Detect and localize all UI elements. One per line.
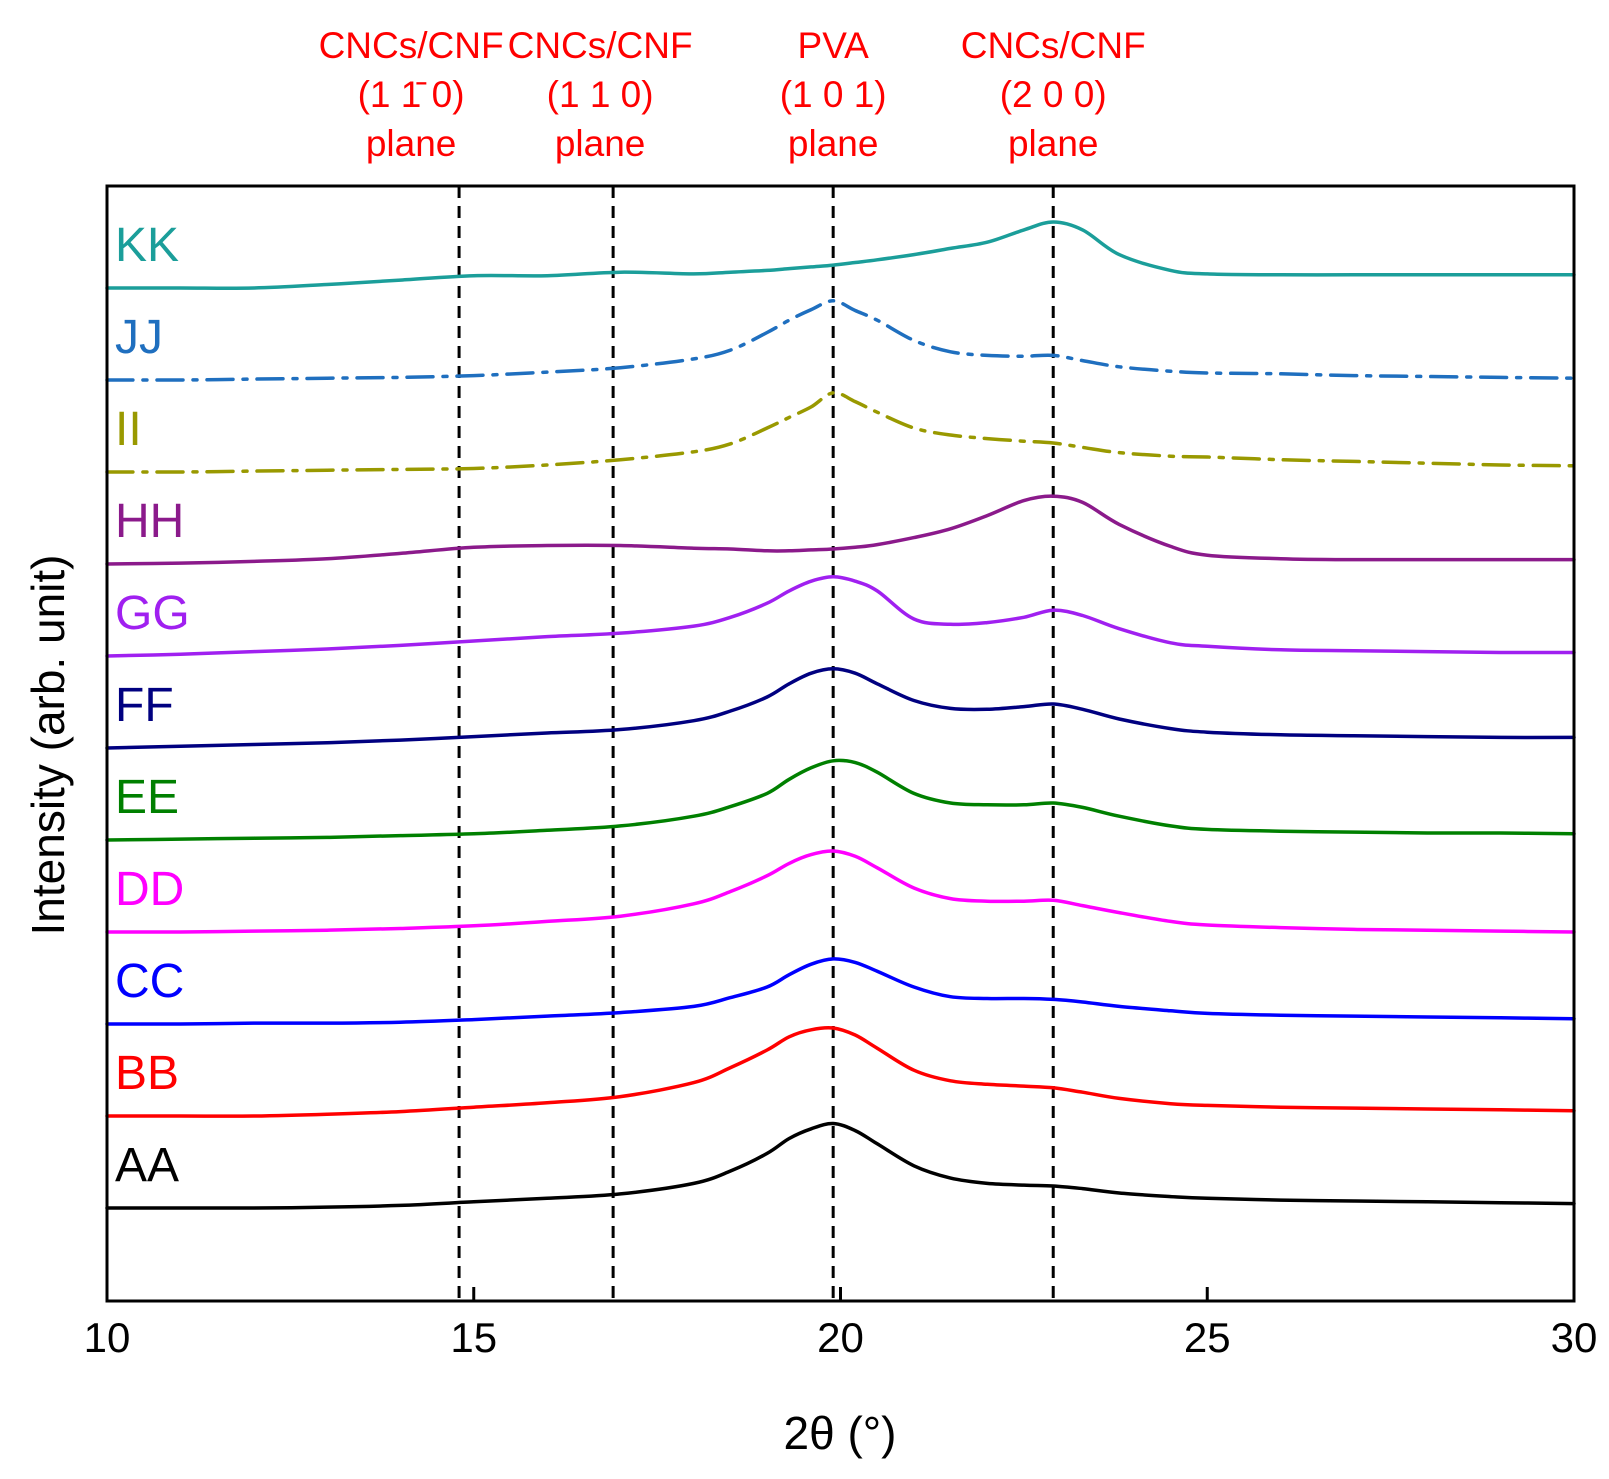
- plane-annotation-1-line-1: (1 1 0): [547, 74, 654, 115]
- series-label-jj: JJ: [115, 311, 163, 364]
- plane-annotation-3-line-0: CNCs/CNF: [961, 25, 1146, 66]
- x-tick-label-15: 15: [450, 1314, 497, 1361]
- series-line-dd: [105, 849, 1576, 934]
- plane-annotation-1-line-0: CNCs/CNF: [508, 25, 693, 66]
- series-line-kk: [105, 220, 1576, 291]
- plane-annotation-3-line-1: (2 0 0): [1000, 74, 1107, 115]
- series-line-ii: [105, 391, 1576, 474]
- series-line-aa: [105, 1121, 1576, 1210]
- plane-annotation-2-line-2: plane: [788, 123, 879, 164]
- series-label-dd: DD: [115, 863, 184, 916]
- plane-annotations: CNCs/CNF (1 1̄ 0) plane CNCs/CNF (1 1 0) plan…: [319, 25, 1146, 164]
- plane-annotation-1-line-2: plane: [555, 123, 646, 164]
- series-label-ff: FF: [115, 679, 174, 732]
- x-tick-label-10: 10: [84, 1314, 131, 1361]
- series-labels: AA BB CC DD EE FF GG HH II JJ KK: [115, 219, 190, 1192]
- series-label-ee: EE: [115, 771, 179, 824]
- x-axis-ticks: 10 15 20 25 30: [84, 1287, 1598, 1361]
- plane-annotation-3-line-2: plane: [1008, 123, 1099, 164]
- series-label-kk: KK: [115, 219, 179, 272]
- plane-annotation-0-line-1: (1 1̄ 0): [358, 74, 465, 115]
- x-tick-label-25: 25: [1184, 1314, 1231, 1361]
- x-tick-label-30: 30: [1551, 1314, 1598, 1361]
- series-line-ee: [105, 758, 1576, 842]
- series-line-hh: [105, 494, 1576, 566]
- series-label-hh: HH: [115, 495, 184, 548]
- series-label-aa: AA: [115, 1139, 179, 1192]
- series-line-jj: [105, 299, 1576, 382]
- plane-annotation-0-line-2: plane: [366, 123, 457, 164]
- series-label-gg: GG: [115, 587, 190, 640]
- plane-annotation-0-line-0: CNCs/CNF: [319, 25, 504, 66]
- series-label-cc: CC: [115, 955, 184, 1008]
- series-label-ii: II: [115, 403, 142, 456]
- series-label-bb: BB: [115, 1047, 179, 1100]
- y-axis-label: Intensity (arb. unit): [22, 555, 74, 936]
- series-line-gg: [105, 575, 1576, 658]
- x-tick-label-20: 20: [817, 1314, 864, 1361]
- series-line-ff: [105, 667, 1576, 750]
- series-layer: [105, 220, 1576, 1210]
- series-line-cc: [105, 957, 1576, 1026]
- series-line-bb: [105, 1025, 1576, 1118]
- x-axis-label: 2θ (°): [784, 1407, 897, 1459]
- reference-lines: [457, 186, 1055, 1301]
- plane-annotation-2-line-0: PVA: [798, 25, 870, 66]
- plane-annotation-2-line-1: (1 0 1): [780, 74, 887, 115]
